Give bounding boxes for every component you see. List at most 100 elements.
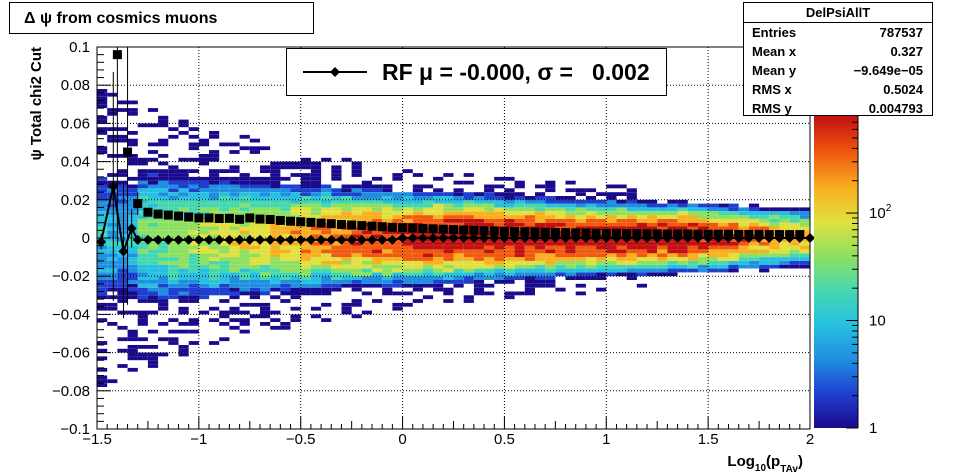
profile-marker — [499, 233, 510, 243]
heatmap-cell — [372, 260, 383, 265]
heatmap-cell — [453, 196, 464, 200]
heatmap-cell — [209, 241, 220, 246]
heatmap-cell — [331, 211, 342, 216]
heatmap-cell — [698, 222, 709, 227]
heatmap-cell — [484, 249, 495, 254]
heatmap-cell — [585, 264, 597, 269]
heatmap-cell — [270, 283, 281, 288]
heatmap-cell — [239, 241, 250, 246]
heatmap-cell — [168, 169, 179, 173]
heatmap-cell — [412, 188, 423, 193]
heatmap-cell — [127, 161, 138, 166]
heatmap-cell — [565, 222, 576, 227]
heatmap-cell — [97, 207, 108, 212]
heatmap-cell — [484, 211, 495, 216]
heatmap-cell — [372, 230, 383, 235]
heatmap-cell — [300, 222, 311, 227]
heatmap-cell — [260, 245, 271, 250]
heatmap-cell — [168, 260, 179, 265]
heatmap-cell — [107, 268, 118, 273]
heatmap-cell — [463, 264, 474, 269]
heatmap-cell — [718, 245, 729, 250]
heatmap-cell — [310, 222, 322, 227]
heatmap-cell — [188, 157, 199, 162]
heatmap-cell — [178, 157, 189, 162]
heatmap-cell — [137, 173, 148, 177]
heatmap-cell — [229, 176, 240, 181]
profile-marker — [163, 234, 174, 245]
heatmap-cell — [412, 268, 423, 273]
heatmap-cell — [535, 199, 546, 204]
profile-marker — [194, 213, 204, 223]
heatmap-cell — [229, 268, 240, 273]
heatmap-cell — [372, 234, 383, 238]
profile-marker — [123, 147, 133, 157]
heatmap-cell — [698, 215, 709, 219]
y-tick-label: −0.08 — [52, 383, 90, 400]
heatmap-cell — [178, 188, 189, 193]
heatmap-cell — [382, 276, 393, 280]
heatmap-cell — [443, 291, 454, 296]
heatmap-cell — [769, 230, 780, 235]
heatmap-cell — [667, 226, 678, 231]
heatmap-cell — [606, 234, 617, 238]
heatmap-cell — [351, 192, 362, 196]
heatmap-cell — [412, 230, 423, 235]
heatmap-cell — [117, 283, 128, 288]
heatmap-cell — [433, 283, 444, 288]
heatmap-cell — [484, 260, 495, 265]
heatmap-cell — [382, 268, 393, 273]
heatmap-cell — [229, 215, 240, 219]
profile-marker — [601, 233, 612, 243]
heatmap-cell — [198, 291, 210, 296]
heatmap-cell — [147, 260, 159, 265]
heatmap-cell — [687, 245, 698, 250]
heatmap-cell — [198, 176, 210, 181]
profile-marker — [204, 213, 214, 223]
heatmap-cell — [107, 134, 118, 139]
heatmap-cell — [188, 283, 199, 288]
heatmap-cell — [249, 268, 260, 273]
heatmap-cell — [769, 234, 780, 238]
heatmap-cell — [677, 199, 688, 204]
heatmap-cell — [219, 260, 230, 265]
heatmap-cell — [198, 142, 210, 147]
heatmap-cell — [382, 287, 393, 292]
heatmap-cell — [789, 253, 800, 258]
heatmap-cell — [249, 199, 260, 204]
profile-marker — [540, 233, 551, 243]
heatmap-cell — [331, 196, 342, 200]
heatmap-cell — [372, 226, 383, 231]
heatmap-cell — [280, 165, 291, 170]
heatmap-cell — [168, 192, 179, 196]
heatmap-cell — [188, 215, 199, 219]
heatmap-cell — [270, 268, 281, 273]
heatmap-cell — [168, 264, 179, 269]
heatmap-cell — [97, 96, 108, 101]
heatmap-cell — [392, 222, 403, 227]
heatmap-cell — [402, 291, 413, 296]
heatmap-cell — [596, 215, 607, 219]
heatmap-cell — [392, 268, 403, 273]
heatmap-cell — [310, 165, 322, 170]
heatmap-cell — [158, 226, 169, 231]
profile-marker — [479, 226, 489, 236]
heatmap-cell — [687, 249, 698, 254]
heatmap-cell — [769, 245, 780, 250]
heatmap-cell — [616, 226, 627, 231]
heatmap-cell — [117, 280, 128, 284]
heatmap-cell — [117, 134, 128, 139]
profile-marker — [367, 234, 378, 245]
heatmap-cell — [127, 329, 138, 334]
heatmap-cell — [147, 196, 159, 200]
heatmap-cell — [555, 249, 566, 254]
heatmap-cell — [606, 268, 617, 273]
heatmap-cell — [596, 238, 607, 242]
heatmap-cell — [443, 222, 454, 227]
heatmap-cell — [453, 272, 464, 277]
heatmap-cell — [453, 207, 464, 212]
heatmap-cell — [657, 203, 668, 208]
heatmap-cell — [127, 310, 138, 315]
heatmap-cell — [158, 295, 169, 300]
heatmap-cell — [127, 184, 138, 189]
